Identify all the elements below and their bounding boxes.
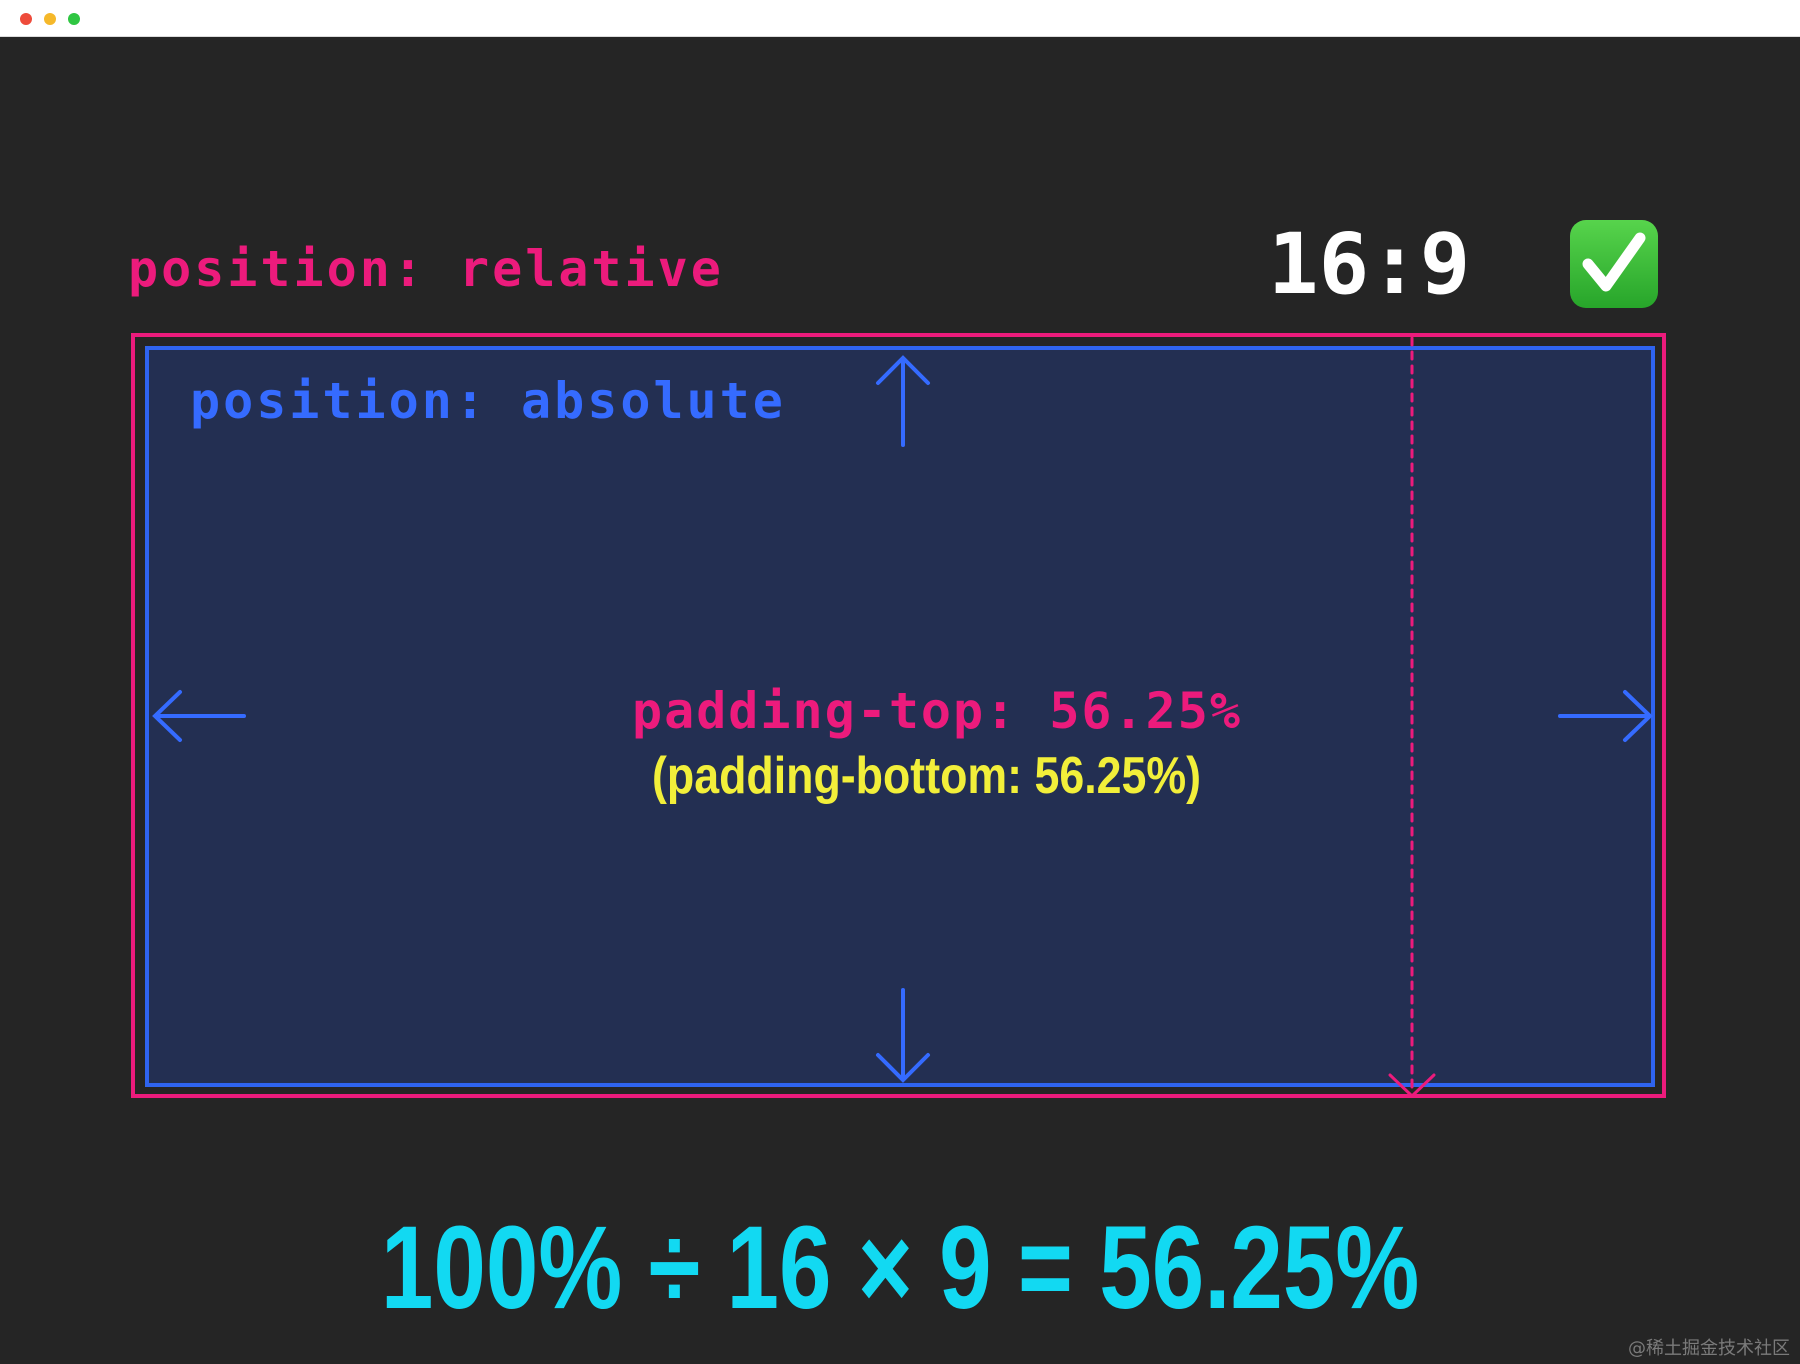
check-mark-button-icon [1570, 220, 1658, 308]
padding-dashed-down-arrow-icon [1388, 336, 1436, 1099]
window-titlebar [0, 0, 1800, 37]
position-absolute-label: position: absolute [190, 372, 786, 430]
padding-bottom-label: (padding-bottom: 56.25%) [652, 747, 1202, 805]
formula-container: 100% ÷ 16 × 9 = 56.25% [0, 1200, 1800, 1336]
up-arrow-icon [876, 355, 930, 447]
down-arrow-icon [876, 988, 930, 1083]
minimize-window-button[interactable] [44, 13, 56, 25]
close-window-button[interactable] [20, 13, 32, 25]
aspect-ratio-label: 16:9 [1268, 215, 1471, 313]
ratio-formula: 100% ÷ 16 × 9 = 56.25% [380, 1202, 1420, 1334]
zoom-window-button[interactable] [68, 13, 80, 25]
padding-top-label: padding-top: 56.25% [632, 682, 1242, 740]
absolute-child-box [145, 346, 1655, 1087]
position-relative-label: position: relative [128, 240, 724, 298]
left-arrow-icon [152, 690, 246, 742]
right-arrow-icon [1558, 690, 1653, 742]
relative-container-box [131, 333, 1666, 1098]
watermark: @稀土掘金技术社区 [1628, 1338, 1790, 1359]
